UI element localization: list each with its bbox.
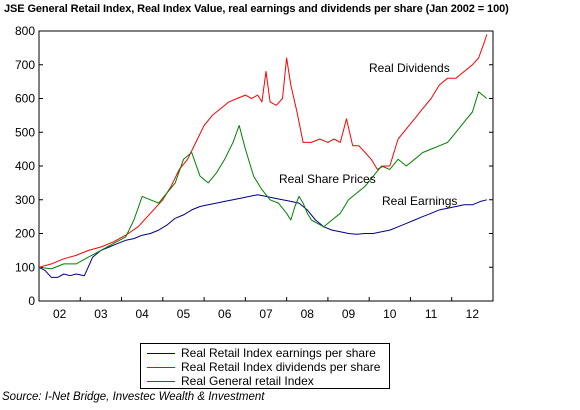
x-tick-label: 09 [342,307,356,321]
legend-swatch-share-prices [147,380,175,382]
y-tick-label: 700 [15,58,35,72]
x-tick-label: 06 [218,307,232,321]
y-tick-label: 800 [15,24,35,38]
series-line-dividends [38,34,488,268]
legend-label-share-prices: Real General retail Index [181,374,314,388]
x-tick-label: 12 [466,307,480,321]
legend-item-share-prices: Real General retail Index [147,374,314,388]
annotation-real-dividends: Real Dividends [369,61,450,75]
legend-label-earnings: Real Retail Index earnings per share [181,346,376,360]
x-tick-label: 08 [301,307,315,321]
y-tick-label: 200 [15,227,35,241]
y-tick-label: 300 [15,193,35,207]
x-tick-label: 04 [136,307,150,321]
series-lines [38,34,488,278]
x-tick-label: 11 [425,307,438,321]
annotation-real-share-prices: Real Share Prices [279,172,376,186]
y-tick-label: 400 [15,159,35,173]
legend-label-dividends: Real Retail Index dividends per share [181,360,381,374]
series-line-share-prices [38,91,488,270]
y-tick-label: 0 [28,294,35,308]
x-tick-label: 03 [94,307,108,321]
legend-item-earnings: Real Retail Index earnings per share [147,346,376,360]
legend: Real Retail Index earnings per share Rea… [140,343,390,389]
y-tick-label: 500 [15,125,35,139]
y-tick-label: 100 [15,260,35,274]
annotation-real-earnings: Real Earnings [382,194,457,208]
axes: 0 100 200 300 400 500 600 700 800 02 03 04 05 06 07 08 0… [15,24,494,321]
legend-swatch-dividends [147,366,175,368]
y-tick-label: 600 [15,92,35,106]
chart-title: JSE General Retail Index, Real Index Val… [4,3,509,15]
source-note: Source: I-Net Bridge, Investec Wealth & … [2,391,265,403]
x-tick-label: 10 [383,307,397,321]
x-tick-label: 07 [259,307,273,321]
legend-item-dividends: Real Retail Index dividends per share [147,360,380,374]
legend-swatch-earnings [147,352,175,354]
x-tick-label: 05 [177,307,191,321]
x-tick-label: 02 [53,307,67,321]
